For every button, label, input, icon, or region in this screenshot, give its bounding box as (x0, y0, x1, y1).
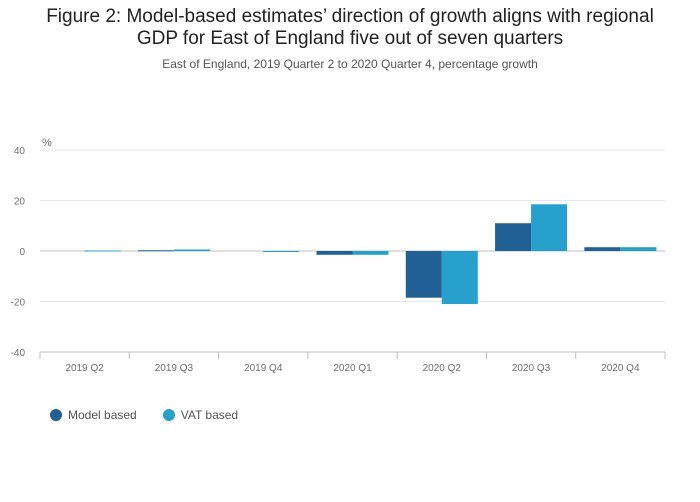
y-tick-label: -40 (11, 348, 26, 359)
x-tick-label: 2020 Q1 (333, 363, 372, 374)
bar-vat-based-5 (441, 251, 478, 305)
legend-item-model-based[interactable]: Model based (50, 408, 137, 422)
chart-title-line-2: GDP for East of England five out of seve… (136, 28, 564, 49)
bar-model-based-6 (495, 223, 532, 251)
legend-label-model-based: Model based (68, 408, 137, 422)
legend-item-vat-based[interactable]: VAT based (162, 408, 239, 422)
x-tick-label: 2020 Q2 (423, 363, 462, 374)
chart-title-line-1: Figure 2: Model-based estimates’ directi… (46, 6, 654, 27)
y-tick-label: -20 (11, 298, 26, 309)
chart-subtitle: East of England, 2019 Quarter 2 to 2020 … (162, 57, 538, 71)
x-tick-label: 2020 Q3 (512, 363, 551, 374)
y-axis-unit-label: % (42, 137, 52, 149)
legend-marker-model-based (50, 409, 62, 421)
bar-model-based-5 (405, 251, 442, 298)
y-tick-label: 40 (14, 146, 26, 157)
x-tick-label: 2019 Q4 (244, 363, 283, 374)
bar-vat-based-1 (84, 250, 121, 252)
y-tick-label: 0 (19, 247, 25, 258)
bar-vat-based-3 (263, 251, 300, 253)
x-tick-label: 2019 Q3 (155, 363, 194, 374)
x-tick-label: 2020 Q4 (601, 363, 640, 374)
chart-title: Figure 2: Model-based estimates’ directi… (0, 6, 700, 50)
bar-model-based-4 (316, 251, 353, 255)
bar-vat-based-6 (531, 204, 568, 251)
bar-vat-based-4 (352, 251, 389, 255)
bar-vat-based-7 (620, 247, 657, 251)
y-tick-label: 20 (14, 197, 26, 208)
bar-model-based-2 (137, 250, 174, 252)
x-tick-label: 2019 Q2 (65, 363, 104, 374)
legend-label-vat-based: VAT based (180, 408, 239, 422)
chart-legend: Model based VAT based (50, 408, 238, 422)
legend-marker-vat-based (162, 409, 175, 421)
bar-model-based-7 (584, 247, 621, 251)
bar-vat-based-2 (173, 249, 210, 251)
